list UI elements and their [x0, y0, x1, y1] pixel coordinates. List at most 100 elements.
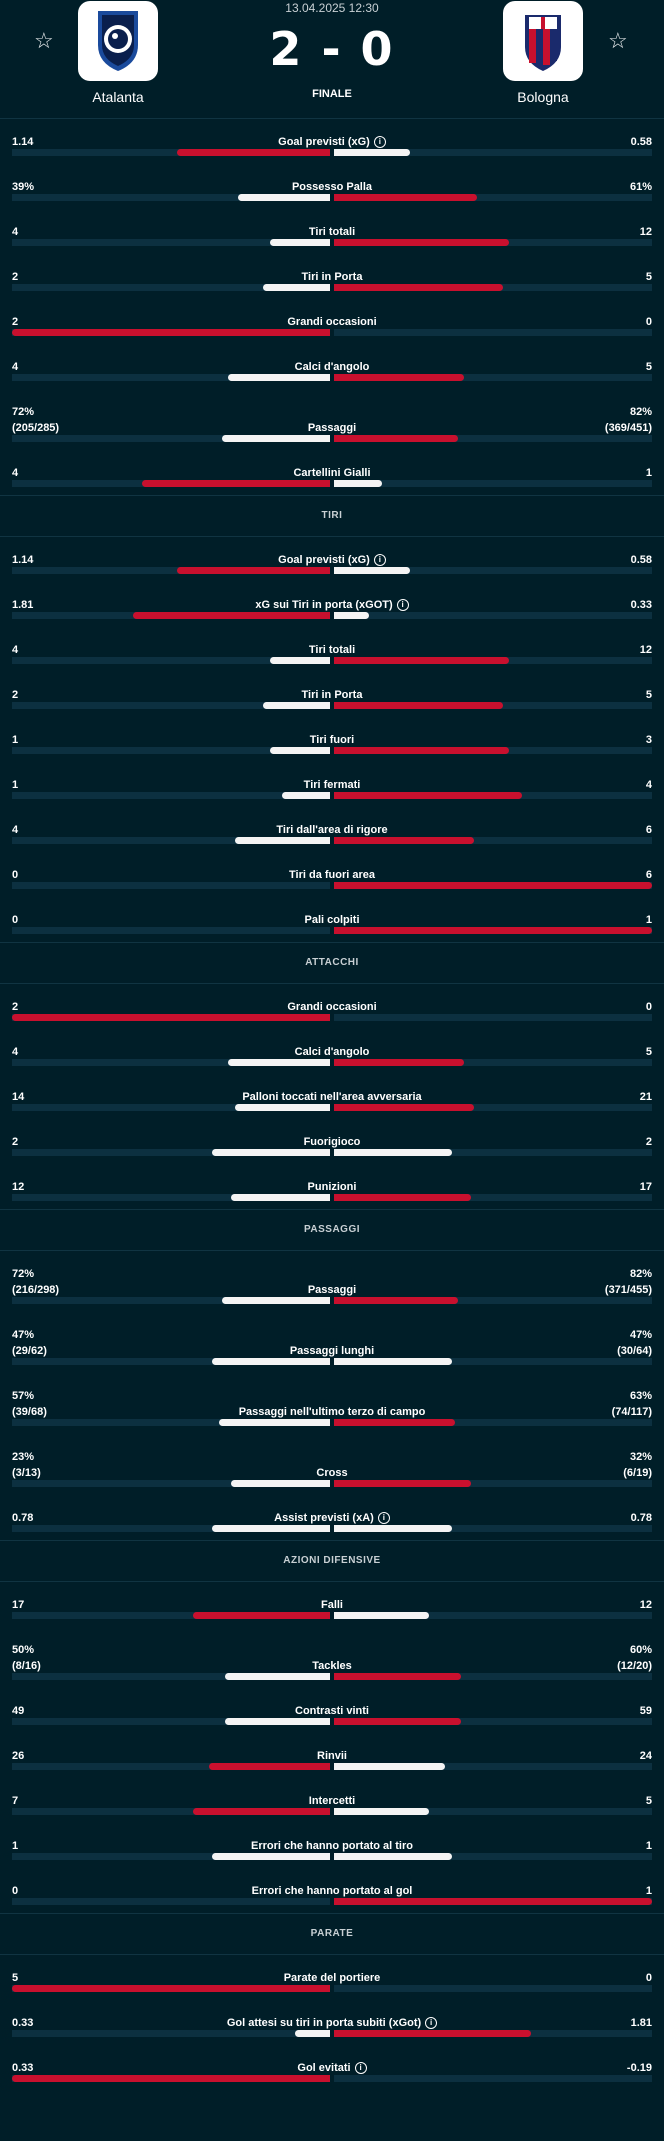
- stat-label-text: Tiri fermati: [303, 779, 361, 791]
- atalanta-crest-icon[interactable]: [78, 1, 158, 81]
- away-bar-track: [334, 480, 652, 487]
- home-bar: [209, 1763, 330, 1770]
- home-value: 5: [12, 1972, 19, 1984]
- bologna-crest-icon[interactable]: [503, 1, 583, 81]
- home-bar-track: [12, 480, 330, 487]
- home-bar: [234, 1104, 330, 1111]
- stat-label: Cartellini Gialli: [150, 465, 514, 481]
- away-bar-track: [334, 194, 652, 201]
- home-bar-track: [12, 1898, 330, 1905]
- stat-label-text: Possesso Palla: [291, 181, 373, 193]
- away-bar: [334, 612, 369, 619]
- away-value: 5: [645, 1795, 652, 1807]
- stat-label: Passaggi nell'ultimo terzo di campo: [150, 1404, 514, 1420]
- info-icon[interactable]: i: [354, 2062, 367, 2074]
- stat-label-text: xG sui Tiri in porta (xGOT): [255, 599, 393, 611]
- home-bar-track: [12, 1419, 330, 1426]
- stat-label: Goal previsti (xG) i: [150, 134, 514, 150]
- away-value: 24: [639, 1750, 652, 1762]
- home-value-detail: (216/298): [12, 1284, 60, 1296]
- away-value: 12: [639, 1599, 652, 1611]
- stat-row: 0.78 Assist previsti (xA) i 0.78: [0, 1495, 664, 1540]
- stat-label: Passaggi: [150, 1282, 514, 1298]
- away-bar-track: [334, 1853, 652, 1860]
- info-icon[interactable]: i: [373, 136, 386, 148]
- home-value: 12: [12, 1181, 25, 1193]
- away-team-name[interactable]: Bologna: [517, 89, 569, 105]
- home-value: 4: [12, 1046, 19, 1058]
- info-icon[interactable]: i: [377, 1512, 390, 1524]
- away-bar: [334, 435, 459, 442]
- stat-row: 0.33 Gol attesi su tiri in porta subiti (…: [0, 2000, 664, 2045]
- info-icon[interactable]: i: [425, 2017, 438, 2029]
- stat-row: 0 Tiri da fuori area 6: [0, 852, 664, 897]
- stat-row: 4 Calci d'angolo 5: [0, 1029, 664, 1074]
- home-team-name[interactable]: Atalanta: [92, 89, 144, 105]
- home-value-detail: (8/16): [12, 1660, 41, 1672]
- stat-label: Calci d'angolo: [150, 359, 514, 375]
- home-value: 14: [12, 1091, 25, 1103]
- away-value: 21: [639, 1091, 652, 1103]
- stat-label: Tiri fermati: [150, 777, 514, 793]
- stat-row: 4 Tiri totali 12: [0, 627, 664, 672]
- home-bar-track: [12, 657, 330, 664]
- stat-row: 2 Tiri in Porta 5: [0, 254, 664, 299]
- info-icon[interactable]: i: [373, 554, 386, 566]
- away-bar: [334, 1853, 452, 1860]
- favorite-home-star-icon[interactable]: ☆: [34, 28, 54, 53]
- stat-label: Tackles: [150, 1658, 514, 1674]
- away-bar: [334, 882, 652, 889]
- away-bar-track: [334, 374, 652, 381]
- home-bar: [228, 1059, 330, 1066]
- home-value: 2: [12, 271, 19, 283]
- home-bar-track: [12, 2030, 330, 2037]
- away-bar-track: [334, 1718, 652, 1725]
- away-value: 1: [645, 914, 652, 926]
- away-bar-track: [334, 747, 652, 754]
- stat-label-text: Cartellini Gialli: [293, 467, 371, 479]
- away-bar: [334, 1104, 474, 1111]
- away-bar-track: [334, 1612, 652, 1619]
- stat-row: 2 Fuorigioco 2: [0, 1119, 664, 1164]
- home-bar: [269, 747, 330, 754]
- away-bar-track: [334, 792, 652, 799]
- home-value: 39%: [12, 181, 35, 193]
- away-value: 0.78: [630, 1512, 652, 1524]
- stat-label-text: Gol attesi su tiri in porta subiti (xGot…: [226, 2017, 422, 2029]
- favorite-away-star-icon[interactable]: ☆: [608, 28, 628, 53]
- away-bar-track: [334, 1419, 652, 1426]
- away-bar-track: [334, 1898, 652, 1905]
- stat-row: 50% (8/16) Tackles 60% (12/20): [0, 1627, 664, 1688]
- home-bar-track: [12, 194, 330, 201]
- home-bar-track: [12, 1480, 330, 1487]
- home-bar-track: [12, 1525, 330, 1532]
- home-value: 50%: [12, 1644, 35, 1656]
- away-bar-track: [334, 702, 652, 709]
- away-bar-track: [334, 1985, 652, 1992]
- home-bar: [132, 612, 330, 619]
- away-bar-track: [334, 435, 652, 442]
- home-bar: [218, 1419, 330, 1426]
- home-value: 7: [12, 1795, 19, 1807]
- stat-row: 4 Tiri totali 12: [0, 209, 664, 254]
- home-value: 26: [12, 1750, 25, 1762]
- away-bar: [334, 1718, 462, 1725]
- stat-label-text: Tiri fuori: [309, 734, 355, 746]
- home-bar: [193, 1808, 330, 1815]
- home-value: 2: [12, 316, 19, 328]
- info-icon[interactable]: i: [396, 599, 409, 611]
- match-score: 2 - 0: [269, 22, 395, 76]
- away-value: 6: [645, 824, 652, 836]
- home-bar: [193, 1612, 330, 1619]
- home-value: 2: [12, 1136, 19, 1148]
- away-bar-track: [334, 1149, 652, 1156]
- stat-label-text: Falli: [320, 1599, 343, 1611]
- stat-label: Tiri in Porta: [150, 687, 514, 703]
- home-value: 4: [12, 644, 19, 656]
- stat-row: 39% Possesso Palla 61%: [0, 164, 664, 209]
- stat-label: Passaggi lunghi: [150, 1343, 514, 1359]
- home-value: 2: [12, 1001, 19, 1013]
- home-bar: [12, 1014, 330, 1021]
- away-bar: [334, 194, 478, 201]
- stat-label-text: Fuorigioco: [303, 1136, 361, 1148]
